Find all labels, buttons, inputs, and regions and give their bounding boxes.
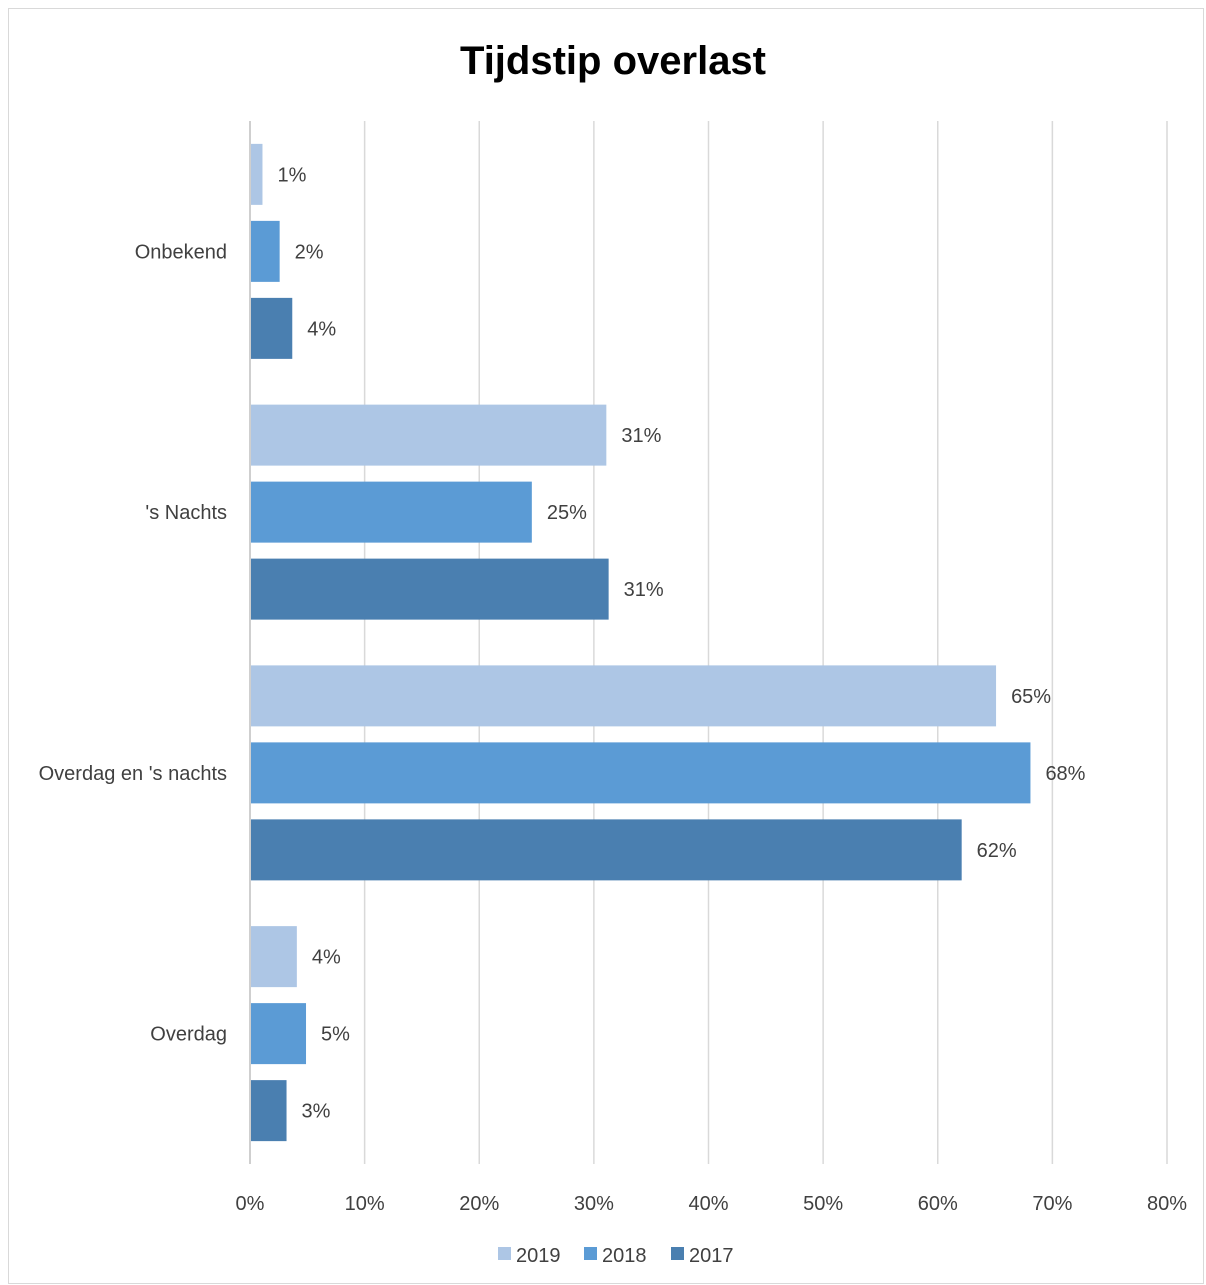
bar-2017 [251,558,609,620]
bar-2017 [251,1080,287,1142]
data-label: 31% [624,579,664,601]
category-label: Overdag [150,1024,227,1046]
bar-2017 [251,819,962,881]
legend: 2019 2018 2017 [498,1245,734,1267]
legend-swatch [584,1247,597,1260]
legend-label: 2019 [516,1245,561,1267]
category-label: Onbekend [135,241,227,263]
data-label: 31% [621,425,661,447]
bar-2019 [251,926,297,988]
x-tick-label: 80% [1147,1193,1187,1215]
x-tick-label: 70% [1032,1193,1072,1215]
category-labels: Onbekend 's Nachts Overdag en 's nachts Ove… [39,241,227,1045]
bar-2019 [251,404,607,466]
legend-swatch [671,1247,684,1260]
data-label: 68% [1045,763,1085,785]
bar-2017 [251,297,293,359]
data-label: 2% [295,241,324,263]
data-label: 1% [277,164,306,186]
bar-2018 [251,220,280,282]
chart-title: Tijdstip overlast [460,39,766,83]
data-label: 62% [977,840,1017,862]
data-label: 65% [1011,686,1051,708]
x-axis-ticks: 0% 10% 20% 30% 40% 50% 60% 70% 80% [236,1193,1188,1215]
bar-2018 [251,481,532,543]
x-tick-label: 0% [236,1193,265,1215]
chart-frame [8,8,1204,1284]
category-label: 's Nachts [145,502,227,524]
x-tick-label: 10% [345,1193,385,1215]
data-label: 25% [547,502,587,524]
data-label: 5% [321,1024,350,1046]
x-tick-label: 30% [574,1193,614,1215]
legend-swatch [498,1247,511,1260]
legend-label: 2018 [602,1245,647,1267]
data-label: 4% [307,318,336,340]
bar-2019 [251,143,263,205]
bars: 1% 2% 4% 31% 25% 31% 65% 68% 62% 4% 5% 3% [251,143,1086,1142]
x-tick-label: 50% [803,1193,843,1215]
x-tick-label: 40% [688,1193,728,1215]
bar-2018 [251,1003,307,1065]
x-tick-label: 60% [918,1193,958,1215]
category-label: Overdag en 's nachts [39,763,227,785]
data-label: 3% [302,1101,331,1123]
legend-label: 2017 [689,1245,734,1267]
x-tick-label: 20% [459,1193,499,1215]
bar-2019 [251,665,997,727]
bar-2018 [251,742,1031,804]
data-label: 4% [312,947,341,969]
gridlines [249,121,1168,1164]
